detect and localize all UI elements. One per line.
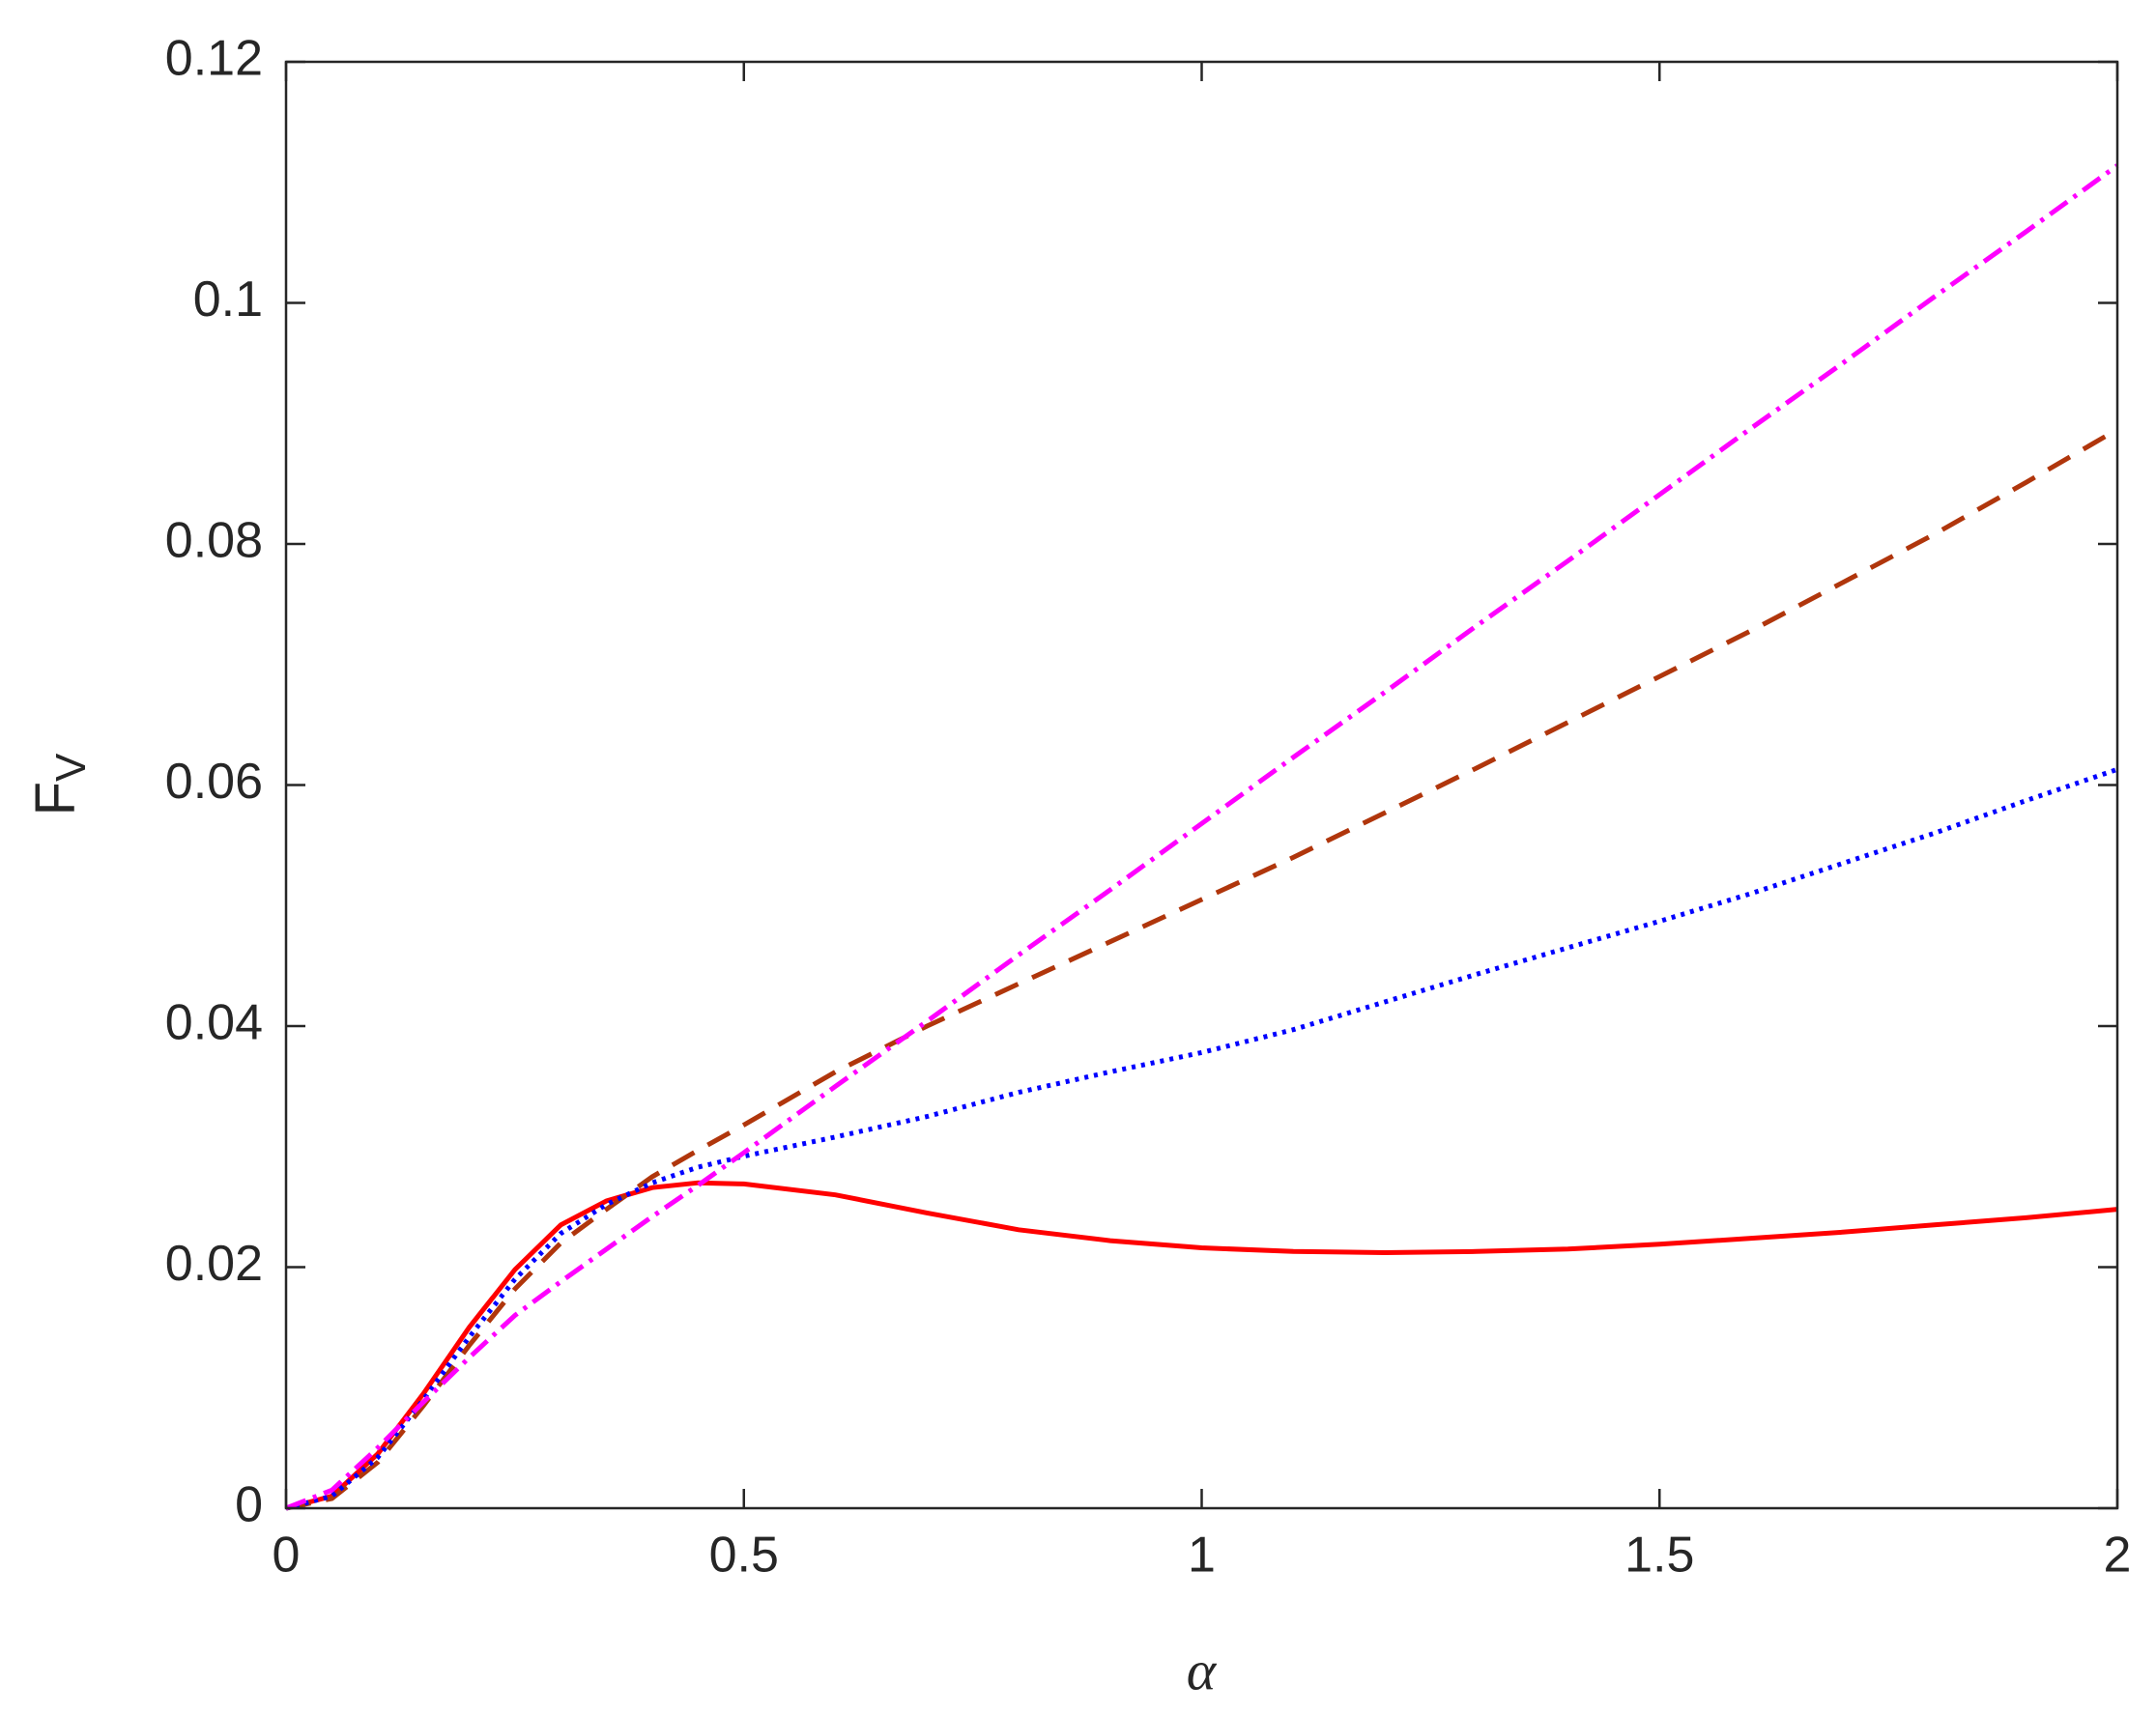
y-tick-label: 0.08 [165, 513, 263, 569]
x-tick-label: 0.5 [709, 1528, 779, 1584]
y-axis-label-sub: V [47, 753, 95, 782]
series-line [285, 163, 2119, 1511]
plot-frame [284, 60, 2119, 1510]
x-tick-label: 2 [2104, 1528, 2132, 1584]
y-tick-label: 0.02 [165, 1236, 263, 1292]
x-tick-label: 1.5 [1624, 1528, 1694, 1584]
y-axis-label-group: FV [24, 753, 94, 815]
x-tick-label: 0 [273, 1528, 301, 1584]
y-axis-label-main: F [24, 782, 87, 815]
y-tick-label: 0.12 [165, 31, 263, 87]
series-line [285, 1180, 2118, 1511]
y-tick-label: 0.06 [165, 754, 263, 810]
y-tick-label: 0.1 [193, 271, 263, 328]
x-axis-label: α [1187, 1639, 1218, 1701]
y-tick-label: 0.04 [165, 995, 263, 1051]
x-tick-label: 1 [1188, 1528, 1216, 1584]
y-axis-label: FV [24, 753, 94, 815]
series-line [285, 427, 2119, 1511]
y-tick-label: 0 [235, 1477, 263, 1533]
series-line [285, 766, 2118, 1511]
